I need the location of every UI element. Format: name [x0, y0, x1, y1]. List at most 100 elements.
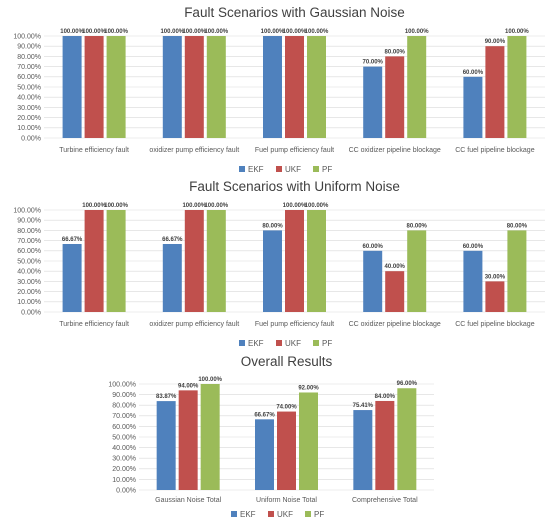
category-label: Uniform Noise Total — [256, 497, 317, 504]
y-tick-label: 0.00% — [21, 135, 41, 142]
bar-ukf — [285, 210, 304, 312]
category-label: CC oxidizer pipeline blockage — [349, 321, 441, 328]
y-tick-label: 30.00% — [112, 456, 136, 463]
category-label: Fuel pump efficiency fault — [255, 321, 334, 328]
bar-ekf — [363, 250, 383, 312]
bar-ukf — [277, 411, 296, 490]
data-label: 100.00% — [82, 29, 106, 35]
bar-pf — [106, 210, 126, 312]
legend-swatch-ukf — [276, 340, 282, 346]
y-tick-label: 80.00% — [112, 403, 136, 410]
bar-ekf — [162, 243, 182, 312]
y-tick-label: 10.00% — [112, 477, 136, 484]
data-label: 80.00% — [407, 223, 428, 229]
y-tick-label: 100.00% — [13, 207, 41, 214]
data-label: 75.41% — [353, 403, 374, 409]
data-label: 66.67% — [254, 412, 275, 418]
data-label: 40.00% — [385, 264, 406, 270]
legend-label: UKF — [277, 510, 293, 519]
bar-pf — [507, 230, 527, 312]
y-tick-label: 20.00% — [17, 289, 41, 296]
bar-ekf — [62, 243, 82, 312]
chart-1: Fault Scenarios with Gaussian Noise 0.00%… — [13, 5, 545, 174]
data-label: 80.00% — [262, 223, 283, 229]
legend-label: PF — [314, 510, 324, 519]
legend-swatch-ekf — [239, 166, 245, 172]
y-tick-label: 90.00% — [17, 218, 41, 225]
bar-ukf — [184, 210, 204, 312]
bar-ekf — [463, 250, 483, 312]
data-label: 74.00% — [276, 405, 297, 411]
bar-pf — [307, 210, 326, 312]
bar-ukf — [184, 36, 204, 138]
category-label: Turbine efficiency fault — [59, 321, 129, 328]
y-tick-label: 90.00% — [17, 44, 41, 51]
data-label: 100.00% — [182, 203, 206, 209]
category-label: Fuel pump efficiency fault — [255, 147, 334, 154]
chart-3: Overall Results 0.00% 10.00% 20.00% 30.00% 40… — [108, 354, 434, 519]
bar-ukf — [84, 36, 104, 138]
y-tick-label: 30.00% — [17, 105, 41, 112]
category-label: Gaussian Noise Total — [155, 497, 221, 504]
data-label: 100.00% — [104, 29, 128, 35]
legend: EKF UKF PF — [239, 339, 332, 348]
bar-pf — [407, 230, 427, 312]
bar-pf — [507, 36, 527, 138]
bar-ukf — [178, 390, 198, 490]
data-label: 100.00% — [182, 29, 206, 35]
y-tick-label: 0.00% — [116, 487, 136, 494]
data-label: 84.00% — [375, 394, 396, 400]
legend-swatch-pf — [305, 511, 311, 517]
category-label: Turbine efficiency fault — [59, 147, 129, 154]
y-tick-label: 40.00% — [17, 95, 41, 102]
bar-pf — [206, 210, 226, 312]
bar-pf — [397, 388, 417, 490]
data-label: 100.00% — [505, 29, 529, 35]
legend-label: PF — [322, 165, 332, 174]
legend-label: UKF — [285, 339, 301, 348]
bar-ukf — [485, 46, 505, 139]
chart-title: Fault Scenarios with Uniform Noise — [189, 179, 400, 194]
data-label: 100.00% — [405, 29, 429, 35]
y-tick-label: 70.00% — [112, 413, 136, 420]
bar-pf — [307, 36, 326, 138]
data-label: 66.67% — [62, 237, 83, 243]
legend-swatch-ukf — [276, 166, 282, 172]
bar-ukf — [385, 56, 405, 138]
bar-ekf — [255, 419, 274, 490]
data-label: 70.00% — [363, 60, 384, 66]
chart-title: Fault Scenarios with Gaussian Noise — [184, 5, 405, 20]
data-label: 100.00% — [305, 203, 329, 209]
bar-ukf — [285, 36, 304, 138]
data-label: 100.00% — [198, 377, 222, 383]
data-label: 92.00% — [298, 385, 319, 391]
data-label: 100.00% — [283, 203, 307, 209]
data-label: 100.00% — [160, 29, 184, 35]
chart-title: Overall Results — [241, 354, 333, 369]
y-tick-label: 40.00% — [112, 445, 136, 452]
data-label: 80.00% — [507, 223, 528, 229]
y-tick-label: 30.00% — [17, 279, 41, 286]
chart-2: Fault Scenarios with Uniform Noise 0.00% 1… — [13, 179, 545, 348]
legend: EKF UKF PF — [239, 165, 332, 174]
y-tick-label: 50.00% — [17, 258, 41, 265]
y-tick-label: 0.00% — [21, 309, 41, 316]
legend-swatch-ukf — [268, 511, 274, 517]
data-label: 30.00% — [485, 274, 506, 280]
y-tick-label: 50.00% — [17, 84, 41, 91]
y-tick-label: 60.00% — [17, 74, 41, 81]
y-tick-label: 70.00% — [17, 64, 41, 71]
y-tick-label: 70.00% — [17, 238, 41, 245]
data-label: 60.00% — [363, 244, 384, 250]
bar-ekf — [463, 76, 483, 138]
category-label: oxidizer pump efficiency fault — [149, 147, 239, 154]
bar-ekf — [263, 36, 282, 138]
data-label: 96.00% — [397, 381, 418, 387]
data-label: 94.00% — [178, 383, 199, 389]
y-tick-label: 20.00% — [17, 115, 41, 122]
data-label: 60.00% — [463, 244, 484, 250]
data-label: 90.00% — [485, 39, 506, 45]
data-label: 100.00% — [60, 29, 84, 35]
legend-swatch-pf — [313, 340, 319, 346]
